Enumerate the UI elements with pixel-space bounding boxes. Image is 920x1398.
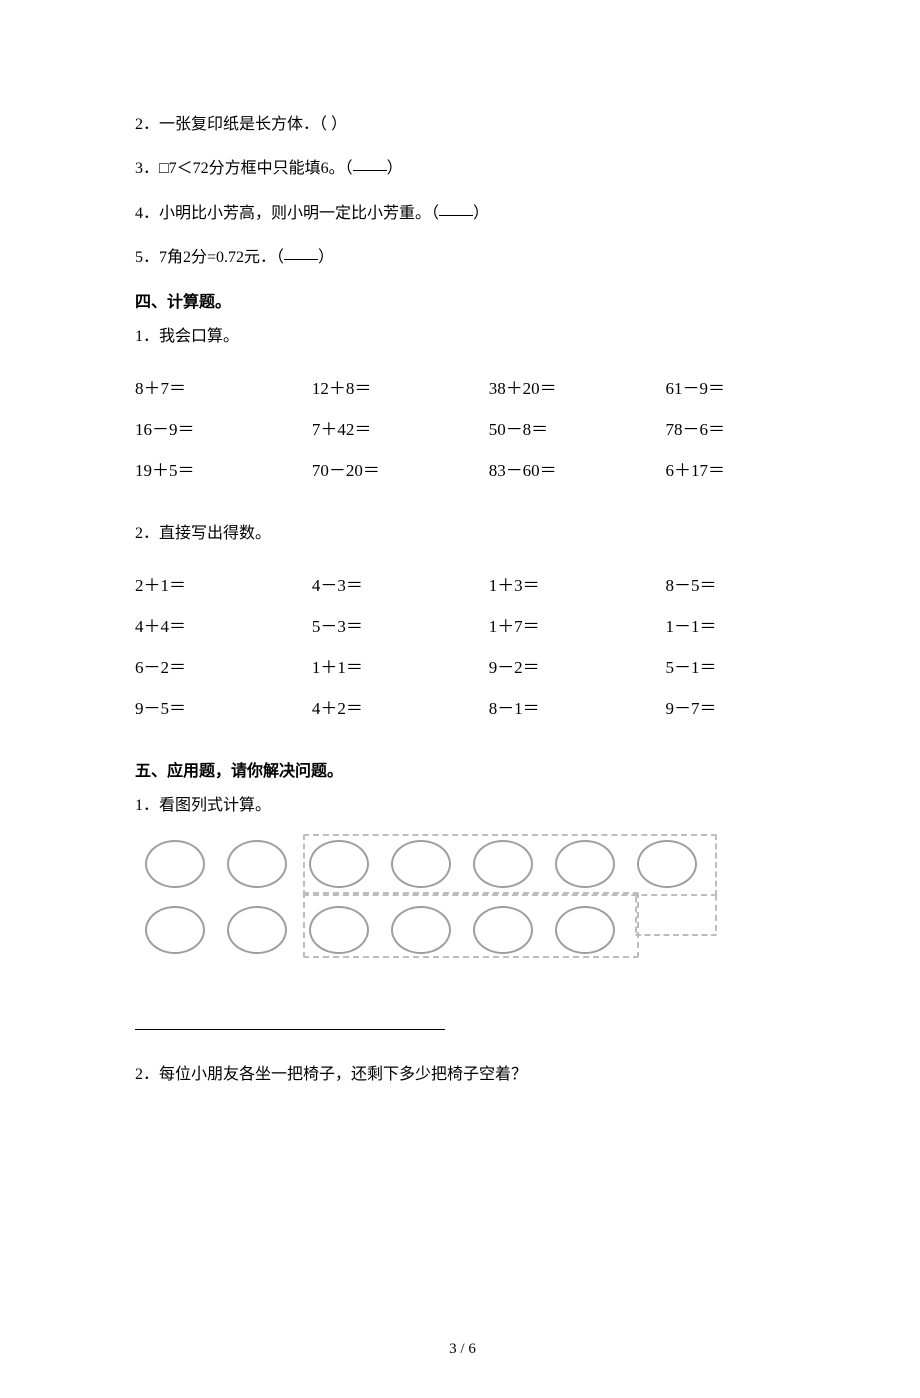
section5-q1: 1．看图列式计算。 <box>135 791 790 821</box>
ovals-figure <box>145 840 715 980</box>
calc-grid-1: 8＋7＝ 12＋8＝ 38＋20＝ 61－9＝ 16－9＝ 7＋42＝ 50－8… <box>135 366 790 489</box>
tf-q3-post: ） <box>387 160 403 177</box>
oval-icon <box>145 906 205 954</box>
tf-q3-pre: 3．□7＜72分方框中只能填6。（ <box>135 160 353 177</box>
cell: 38＋20＝ <box>489 366 666 407</box>
cell: 6－2＝ <box>135 645 312 686</box>
cell: 83－60＝ <box>489 448 666 489</box>
oval-icon <box>145 840 205 888</box>
dash-box-tail <box>635 892 717 936</box>
section4-sub1: 1．我会口算。 <box>135 322 790 352</box>
cell: 9－7＝ <box>666 686 790 727</box>
tf-q3: 3．□7＜72分方框中只能填6。（ ） <box>135 154 790 184</box>
cell: 70－20＝ <box>312 448 489 489</box>
cell: 78－6＝ <box>666 407 790 448</box>
cell: 1－1＝ <box>666 604 790 645</box>
tf-q4-pre: 4．小明比小芳高，则小明一定比小芳重。（ <box>135 205 439 222</box>
cell: 4＋2＝ <box>312 686 489 727</box>
cell: 8＋7＝ <box>135 366 312 407</box>
cell: 5－1＝ <box>666 645 790 686</box>
dash-box-bottom <box>303 892 639 958</box>
section4-title: 四、计算题。 <box>135 288 790 312</box>
cell: 8－5＝ <box>666 563 790 604</box>
cell: 1＋1＝ <box>312 645 489 686</box>
tf-q4-post: ） <box>473 205 489 222</box>
cell: 2＋1＝ <box>135 563 312 604</box>
section4-sub2: 2．直接写出得数。 <box>135 519 790 549</box>
tf-q2: 2．一张复印纸是长方体．（ ） <box>135 110 790 140</box>
section5-title: 五、应用题，请你解决问题。 <box>135 757 790 781</box>
dash-box-top <box>303 834 717 896</box>
cell: 5－3＝ <box>312 604 489 645</box>
cell: 9－5＝ <box>135 686 312 727</box>
cell: 19＋5＝ <box>135 448 312 489</box>
cell: 12＋8＝ <box>312 366 489 407</box>
section5-q2: 2．每位小朋友各坐一把椅子，还剩下多少把椅子空着？ <box>135 1060 790 1090</box>
cell: 6＋17＝ <box>666 448 790 489</box>
cell: 16－9＝ <box>135 407 312 448</box>
tf-q5-pre: 5．7角2分=0.72元．（ <box>135 249 284 266</box>
cell: 9－2＝ <box>489 645 666 686</box>
oval-icon <box>227 840 287 888</box>
blank <box>353 170 387 171</box>
cell: 1＋7＝ <box>489 604 666 645</box>
oval-icon <box>227 906 287 954</box>
tf-q4: 4．小明比小芳高，则小明一定比小芳重。（ ） <box>135 199 790 229</box>
cell: 50－8＝ <box>489 407 666 448</box>
cell: 8－1＝ <box>489 686 666 727</box>
blank <box>439 215 473 216</box>
page-number: 3 / 6 <box>135 1341 790 1358</box>
answer-line-1 <box>135 1000 790 1030</box>
tf-q5: 5．7角2分=0.72元．（ ） <box>135 243 790 273</box>
cell: 4＋4＝ <box>135 604 312 645</box>
cell: 4－3＝ <box>312 563 489 604</box>
blank <box>284 259 318 260</box>
cell: 61－9＝ <box>666 366 790 407</box>
calc-grid-2: 2＋1＝ 4－3＝ 1＋3＝ 8－5＝ 4＋4＝ 5－3＝ 1＋7＝ 1－1＝ … <box>135 563 790 727</box>
tf-q5-post: ） <box>318 249 334 266</box>
cell: 7＋42＝ <box>312 407 489 448</box>
cell: 1＋3＝ <box>489 563 666 604</box>
